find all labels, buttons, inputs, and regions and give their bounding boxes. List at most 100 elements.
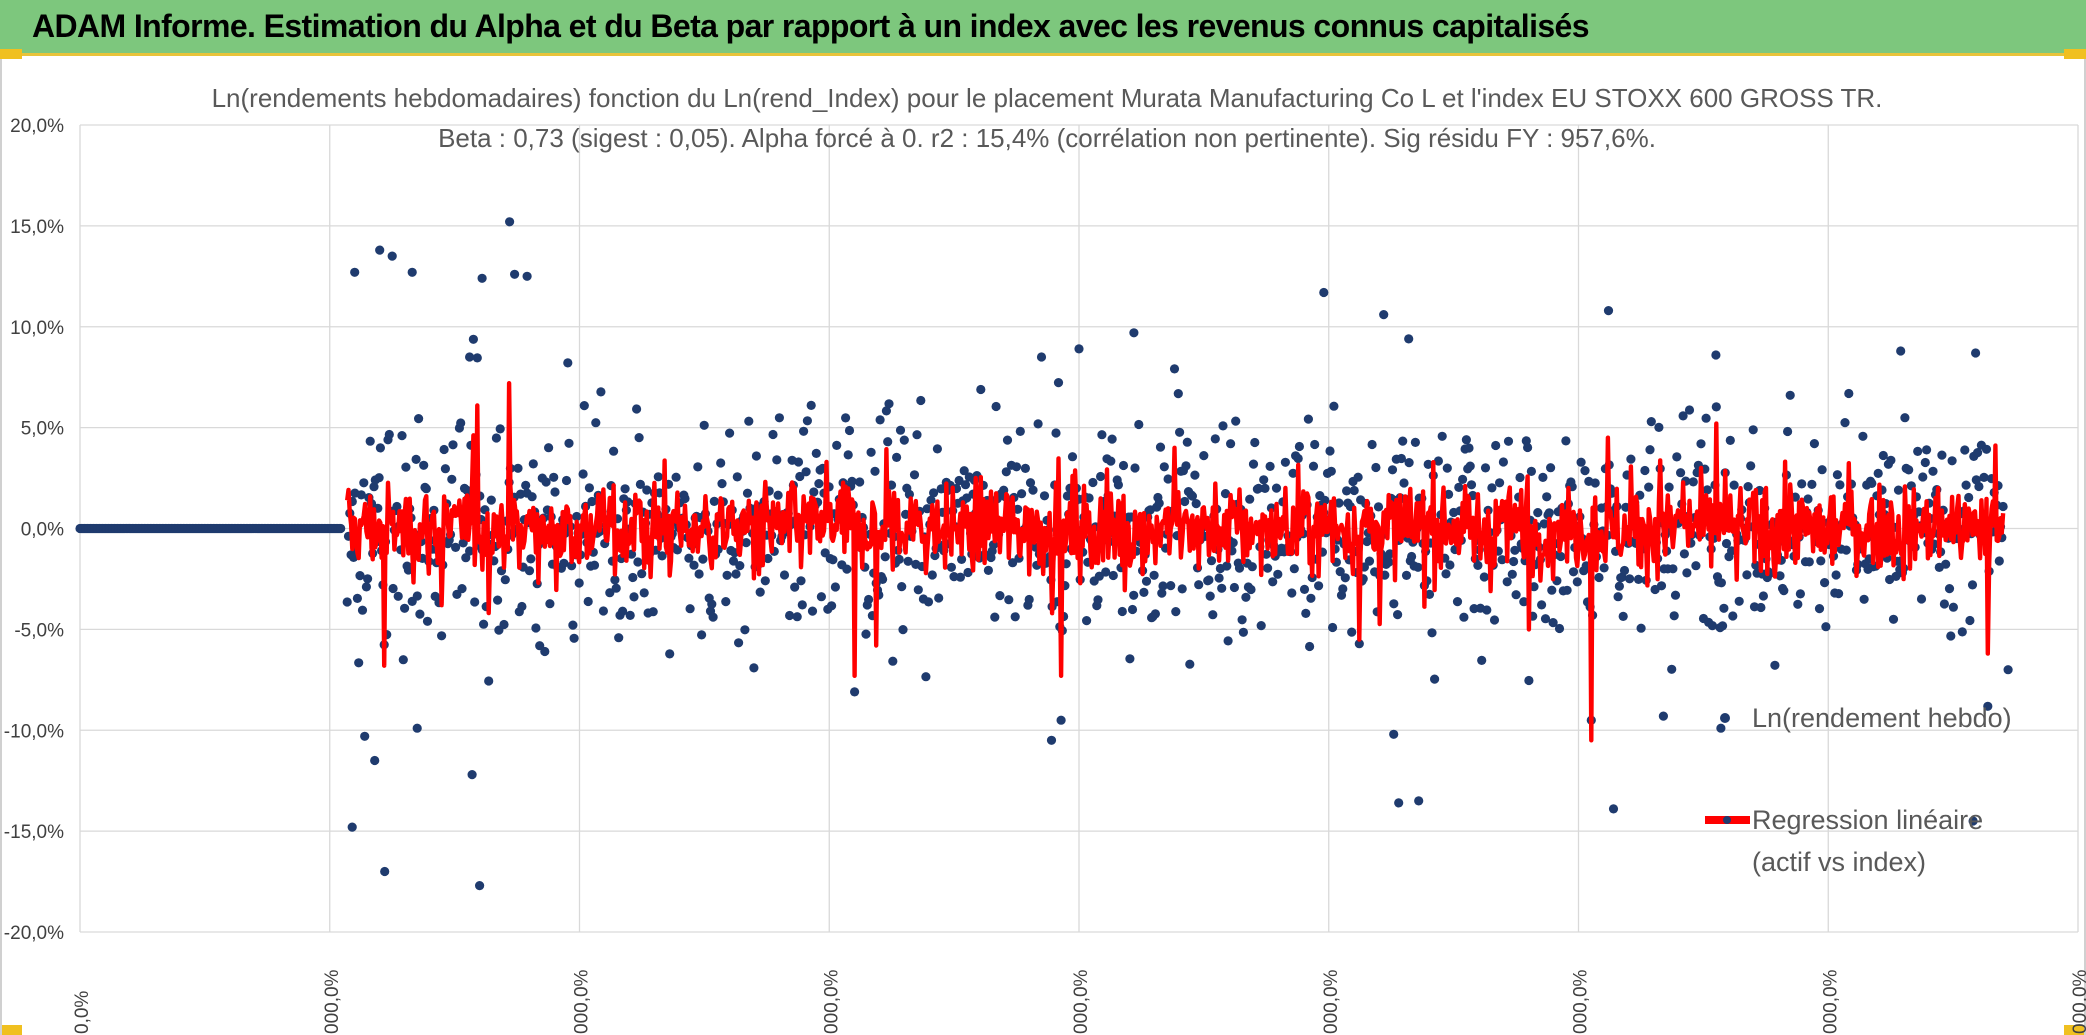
data-point bbox=[1020, 463, 1030, 473]
data-point bbox=[760, 576, 770, 586]
data-point-outlier bbox=[2003, 665, 2013, 675]
data-point bbox=[1008, 558, 1018, 568]
data-point bbox=[1797, 479, 1807, 489]
data-point bbox=[1149, 570, 1159, 580]
data-point bbox=[1166, 581, 1176, 591]
data-point bbox=[1939, 599, 1949, 609]
data-point bbox=[1858, 431, 1868, 441]
data-point bbox=[1678, 411, 1688, 421]
data-point bbox=[447, 474, 457, 484]
data-point bbox=[1807, 479, 1817, 489]
data-point bbox=[1384, 557, 1394, 567]
data-point bbox=[1271, 483, 1282, 493]
data-point bbox=[1960, 445, 1970, 455]
data-point bbox=[401, 462, 411, 472]
data-point bbox=[1340, 573, 1350, 583]
data-point bbox=[1716, 578, 1726, 588]
data-point bbox=[1646, 417, 1656, 427]
data-point bbox=[550, 487, 560, 497]
data-point bbox=[1654, 422, 1664, 432]
data-point bbox=[1562, 585, 1572, 595]
data-point bbox=[1526, 466, 1536, 476]
data-point bbox=[1466, 480, 1477, 490]
data-point bbox=[1561, 436, 1571, 446]
data-point bbox=[1734, 596, 1744, 606]
data-point bbox=[665, 649, 675, 659]
data-point bbox=[1497, 555, 1507, 565]
data-point bbox=[1223, 636, 1233, 646]
data-point bbox=[574, 578, 584, 588]
data-point bbox=[796, 576, 806, 586]
data-point bbox=[926, 495, 936, 505]
data-point bbox=[792, 612, 802, 622]
data-point bbox=[1293, 453, 1303, 464]
data-point bbox=[356, 490, 366, 500]
data-point bbox=[1226, 439, 1236, 449]
data-point bbox=[1729, 480, 1739, 490]
data-point bbox=[816, 592, 827, 602]
data-point bbox=[728, 556, 739, 566]
data-point bbox=[732, 472, 742, 482]
data-point bbox=[1668, 564, 1678, 574]
data-point bbox=[1245, 494, 1255, 504]
y-tick-label: 10,0% bbox=[10, 318, 64, 339]
data-point bbox=[1231, 416, 1241, 426]
data-point bbox=[1841, 545, 1851, 555]
data-point bbox=[1033, 419, 1043, 429]
data-point bbox=[866, 447, 876, 457]
data-point bbox=[1113, 480, 1123, 490]
data-point bbox=[462, 485, 472, 495]
data-point bbox=[1430, 674, 1440, 684]
data-point bbox=[499, 619, 509, 630]
data-point bbox=[1010, 612, 1020, 622]
data-point bbox=[1342, 486, 1352, 496]
data-point bbox=[1979, 472, 1989, 482]
data-point bbox=[1893, 485, 1904, 495]
data-point bbox=[1424, 589, 1435, 600]
data-point bbox=[1107, 434, 1117, 444]
data-point bbox=[392, 501, 402, 512]
legend-marker-points bbox=[1720, 713, 1730, 723]
data-point bbox=[1886, 455, 1896, 465]
data-point bbox=[1961, 480, 1971, 490]
data-point bbox=[448, 440, 458, 450]
data-point bbox=[880, 552, 890, 562]
data-point bbox=[1237, 615, 1247, 625]
data-point bbox=[1222, 561, 1232, 571]
data-point bbox=[1088, 477, 1098, 488]
data-point bbox=[909, 470, 920, 480]
data-point bbox=[932, 444, 943, 454]
data-point bbox=[1413, 562, 1423, 572]
data-point bbox=[1082, 616, 1092, 626]
data-point bbox=[500, 575, 510, 585]
x-tick-label: 000,0% bbox=[1071, 969, 1092, 1034]
data-point bbox=[637, 569, 647, 579]
data-point bbox=[827, 601, 837, 611]
data-point bbox=[1832, 470, 1842, 480]
data-point-outlier bbox=[375, 245, 385, 255]
data-point bbox=[1509, 556, 1519, 567]
data-point bbox=[1017, 489, 1027, 499]
data-point bbox=[1130, 463, 1140, 473]
data-point bbox=[1672, 452, 1682, 462]
data-point bbox=[521, 480, 531, 490]
data-point bbox=[1191, 499, 1201, 509]
data-point bbox=[1117, 606, 1127, 617]
x-tick-label: 000,0% bbox=[2070, 969, 2086, 1034]
data-point-outlier bbox=[1394, 798, 1404, 808]
data-point-outlier bbox=[1971, 348, 1981, 358]
legend: Ln(rendement hebdo) Regression linéaire … bbox=[1705, 703, 2012, 877]
corner-accent-bottom-left bbox=[0, 1025, 22, 1035]
data-point bbox=[1816, 556, 1826, 566]
data-point bbox=[357, 605, 368, 615]
data-point bbox=[1459, 612, 1469, 622]
y-tick-label: -5,0% bbox=[14, 620, 64, 641]
data-point bbox=[790, 582, 800, 592]
data-point bbox=[583, 596, 593, 607]
data-point bbox=[1396, 453, 1406, 464]
data-point bbox=[495, 424, 505, 434]
data-point bbox=[400, 603, 410, 613]
y-tick-label: 15,0% bbox=[10, 217, 64, 238]
data-point bbox=[795, 471, 805, 482]
data-point bbox=[1444, 489, 1454, 499]
